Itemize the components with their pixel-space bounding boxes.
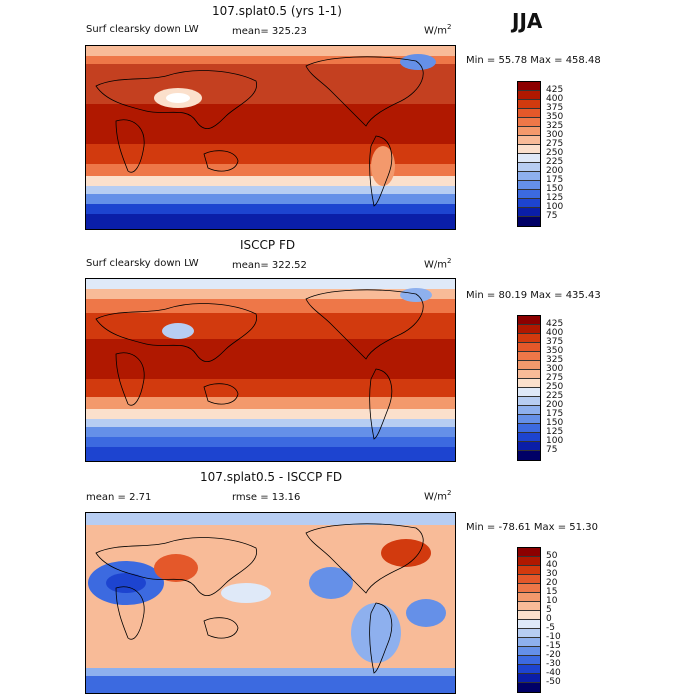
colorbar-tick: 10 <box>546 596 558 606</box>
colorbar-tick: 40 <box>546 560 558 570</box>
colorbar-tick: 175 <box>546 175 564 185</box>
colorbar-tick: 225 <box>546 157 564 167</box>
colorbar-tick: 50 <box>546 551 558 561</box>
colorbar-tick: -10 <box>546 632 561 642</box>
colorbar-tick: 325 <box>546 355 564 365</box>
panel2-units: W/m2 <box>424 257 452 271</box>
colorbar-tick: 75 <box>546 211 558 221</box>
panel3-minmax: Min = -78.61 Max = 51.30 <box>466 522 598 533</box>
season-label: JJA <box>512 9 543 33</box>
colorbar-tick: 30 <box>546 569 558 579</box>
panel2-minmax: Min = 80.19 Max = 435.43 <box>466 290 601 301</box>
colorbar-tick: 250 <box>546 382 564 392</box>
colorbar-tick: 275 <box>546 373 564 383</box>
colorbar-tick: 375 <box>546 337 564 347</box>
colorbar-tick: 5 <box>546 605 552 615</box>
panel3-rmse: rmse = 13.16 <box>232 492 301 503</box>
colorbar-tick: -40 <box>546 668 561 678</box>
panel1-units: W/m2 <box>424 23 452 37</box>
colorbar-tick: 125 <box>546 193 564 203</box>
colorbar-tick: 425 <box>546 85 564 95</box>
colorbar-tick: 400 <box>546 94 564 104</box>
panel1-map <box>85 45 456 230</box>
colorbar-tick: 400 <box>546 328 564 338</box>
colorbar-tick: 15 <box>546 587 558 597</box>
panel1-mean: mean= 325.23 <box>232 26 307 37</box>
colorbar-tick: 150 <box>546 418 564 428</box>
colorbar-tick: 175 <box>546 409 564 419</box>
colorbar-tick: 100 <box>546 202 564 212</box>
colorbar-tick: 100 <box>546 436 564 446</box>
colorbar-tick: 300 <box>546 364 564 374</box>
panel2-mean: mean= 322.52 <box>232 260 307 271</box>
colorbar-tick: 225 <box>546 391 564 401</box>
colorbar-tick: 200 <box>546 166 564 176</box>
panel3-colorbar <box>517 547 541 693</box>
colorbar-tick: 75 <box>546 445 558 455</box>
colorbar-tick: -15 <box>546 641 561 651</box>
colorbar-tick: 375 <box>546 103 564 113</box>
colorbar-tick: -50 <box>546 677 561 687</box>
colorbar-tick: 425 <box>546 319 564 329</box>
colorbar-tick: 325 <box>546 121 564 131</box>
colorbar-tick: 200 <box>546 400 564 410</box>
colorbar-tick: -20 <box>546 650 561 660</box>
colorbar-tick: 300 <box>546 130 564 140</box>
panel2-title: ISCCP FD <box>240 238 296 252</box>
panel3-units: W/m2 <box>424 489 452 503</box>
colorbar-tick: 0 <box>546 614 552 624</box>
colorbar-tick: 350 <box>546 346 564 356</box>
colorbar-tick: 250 <box>546 148 564 158</box>
colorbar-tick: -30 <box>546 659 561 669</box>
colorbar-tick: 275 <box>546 139 564 149</box>
panel2-variable: Surf clearsky down LW <box>86 258 199 269</box>
colorbar-tick: 150 <box>546 184 564 194</box>
panel1-variable: Surf clearsky down LW <box>86 24 199 35</box>
panel3-title: 107.splat0.5 - ISCCP FD <box>200 470 343 484</box>
panel2-colorbar <box>517 315 541 461</box>
panel1-title: 107.splat0.5 (yrs 1-1) <box>212 4 342 18</box>
panel3-mean: mean = 2.71 <box>86 492 152 503</box>
panel1-colorbar <box>517 81 541 227</box>
colorbar-tick: 350 <box>546 112 564 122</box>
panel1-minmax: Min = 55.78 Max = 458.48 <box>466 55 601 66</box>
colorbar-tick: 125 <box>546 427 564 437</box>
colorbar-tick: -5 <box>546 623 555 633</box>
panel2-map <box>85 278 456 462</box>
colorbar-tick: 20 <box>546 578 558 588</box>
panel3-map <box>85 512 456 694</box>
